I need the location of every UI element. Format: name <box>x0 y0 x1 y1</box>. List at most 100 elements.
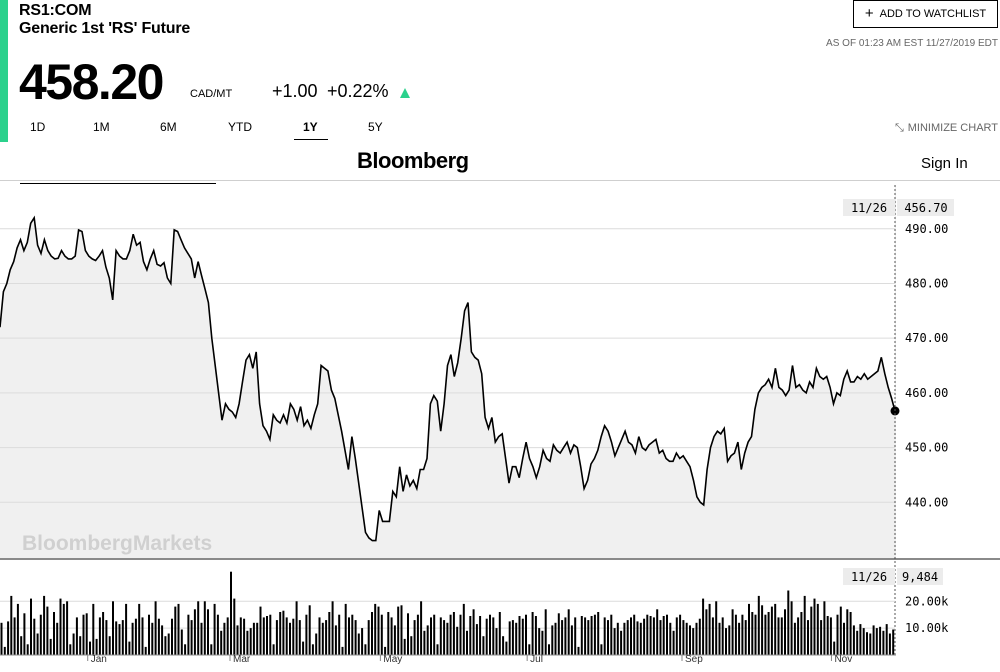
volume-bar <box>216 614 219 655</box>
volume-bar <box>354 620 357 655</box>
volume-bar <box>180 629 183 655</box>
volume-bar <box>475 624 478 655</box>
volume-bar <box>167 633 170 655</box>
range-tab-1y[interactable]: 1Y <box>303 120 318 134</box>
volume-bar <box>603 617 606 655</box>
volume-bar <box>659 620 662 655</box>
volume-bar <box>348 617 350 655</box>
volume-bar <box>174 606 177 655</box>
volume-bar <box>75 617 78 655</box>
volume-bar <box>744 620 747 655</box>
volume-bar <box>308 605 311 655</box>
volume-bar <box>685 622 688 656</box>
volume-bar <box>311 644 314 656</box>
volume-bar <box>741 614 744 655</box>
volume-bar <box>584 617 587 655</box>
volume-bar <box>292 618 295 655</box>
volume-bar <box>643 618 646 655</box>
volume-bar <box>92 603 95 655</box>
minimize-chart-button[interactable]: ⤡ MINIMIZE CHART <box>895 122 998 135</box>
volume-bar <box>810 606 813 655</box>
volume-bar <box>525 614 527 655</box>
volume-bar <box>803 595 806 655</box>
price-gridlines <box>0 228 895 503</box>
volume-bar <box>289 622 291 656</box>
volume-bar <box>561 620 564 655</box>
price-tick-label: 490.00 <box>905 222 948 236</box>
volume-bar <box>485 618 488 655</box>
range-tab-1m[interactable]: 1M <box>93 120 110 134</box>
volume-bar <box>33 618 36 655</box>
volume-bar <box>85 613 88 655</box>
volume-bar <box>839 606 842 655</box>
add-to-watchlist-button[interactable]: + ADD TO WATCHLIST <box>853 0 998 28</box>
volume-bar <box>151 622 154 656</box>
volume-bar <box>426 625 429 655</box>
volume-bar <box>790 601 793 656</box>
volume-bar <box>272 644 275 656</box>
volume-bar <box>662 616 665 655</box>
volume-bar <box>230 571 232 655</box>
active-range-underline <box>294 139 328 140</box>
volume-bar <box>800 612 803 655</box>
volume-bar <box>407 613 409 655</box>
volume-bar <box>39 614 42 655</box>
volume-bar <box>698 618 701 655</box>
volume-bar <box>262 617 265 655</box>
volume-bar <box>82 614 85 655</box>
volume-bar <box>105 620 108 655</box>
volume-bar <box>190 620 193 655</box>
volume-bar <box>256 622 259 656</box>
sign-in-link[interactable]: Sign In <box>921 155 968 172</box>
volume-bar <box>115 621 118 655</box>
volume-bar <box>541 630 544 655</box>
volume-bar <box>30 598 32 655</box>
volume-bar <box>59 598 62 655</box>
volume-bar <box>331 601 334 656</box>
volume-bar <box>692 628 695 655</box>
range-tab-5y[interactable]: 5Y <box>368 120 383 134</box>
volume-bar <box>462 603 465 655</box>
volume-bar <box>213 603 216 655</box>
security-name: Generic 1st 'RS' Future <box>19 20 191 37</box>
volume-bar <box>361 628 364 655</box>
volume-bar <box>836 614 839 655</box>
volume-bar <box>148 614 150 655</box>
volume-bar <box>784 609 786 655</box>
volume-bar <box>813 598 816 655</box>
volume-bar <box>767 612 770 655</box>
volume-bar <box>551 625 554 655</box>
volume-bar <box>449 614 452 655</box>
volume-bar <box>823 601 826 656</box>
volume-bar <box>203 601 206 656</box>
volume-bar <box>885 624 888 655</box>
volume-bar <box>226 617 229 655</box>
volume-bar <box>161 625 164 655</box>
volume-bar <box>118 624 121 655</box>
bloomberg-logo[interactable]: Bloomberg <box>357 148 469 173</box>
crosshair-volume: 9,484 <box>902 570 938 584</box>
range-tab-1d[interactable]: 1D <box>30 120 46 134</box>
price-chart[interactable]: 490.00 480.00 470.00 460.00 450.00 440.00 11/… <box>0 185 1000 672</box>
volume-bar <box>239 617 242 655</box>
range-tab-ytd[interactable]: YTD <box>228 120 252 134</box>
volume-bar <box>154 601 157 656</box>
volume-bar <box>505 641 508 655</box>
price-unit: CAD/MT <box>190 88 233 100</box>
last-price: 458.20 <box>19 54 164 110</box>
volume-bar <box>515 622 518 656</box>
volume-bar <box>557 613 560 655</box>
volume-bar <box>13 617 16 655</box>
volume-bar <box>597 612 600 655</box>
volume-bar <box>223 622 226 656</box>
volume-bar <box>649 616 652 655</box>
volume-bar <box>754 614 757 655</box>
crosshair-price-readout: 11/26 456.70 <box>843 199 954 216</box>
volume-bar <box>695 622 698 656</box>
volume-bar <box>252 622 255 656</box>
volume-bar <box>859 624 862 655</box>
volume-bar <box>374 603 377 655</box>
volume-bar <box>20 636 23 655</box>
range-tab-6m[interactable]: 6M <box>160 120 177 134</box>
volume-bar <box>131 622 134 656</box>
